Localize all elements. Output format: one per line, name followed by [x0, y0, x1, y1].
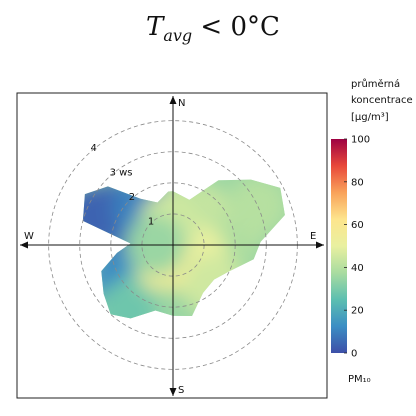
arrow-east	[316, 241, 324, 249]
colorbar-title-line-3: [μg/m³]	[351, 112, 389, 123]
colorbar-tick-label: 40	[351, 263, 364, 274]
arrow-south	[169, 388, 177, 396]
ring-label: 3 ws	[110, 168, 133, 179]
colorbar-title-line-2: koncentrace	[351, 95, 413, 106]
compass-east: E	[310, 231, 316, 242]
ring-labels: 1 2 3 ws 4	[90, 143, 154, 227]
colorbar-tick-label: 100	[351, 135, 370, 146]
surface-point	[97, 279, 158, 319]
chart-title-rest: < 0°C	[192, 12, 280, 42]
compass-west: W	[24, 231, 34, 242]
colorbar-tick-label: 20	[351, 306, 364, 317]
colorbar-tick-label: 60	[351, 220, 364, 231]
ring-label: 4	[90, 143, 96, 154]
colorbar-tick-label: 80	[351, 177, 364, 188]
chart-title-main: T	[146, 12, 165, 42]
surface-point	[82, 186, 124, 246]
ring-label: 2	[129, 192, 135, 203]
colorbar-title-line-1: průměrná	[351, 78, 400, 90]
colorbar-footer: PM₁₀	[348, 374, 371, 385]
chart-title-sub: avg	[163, 26, 192, 45]
colorbar-tick-label: 0	[351, 349, 357, 360]
compass-north: N	[178, 98, 185, 109]
arrow-west	[20, 241, 28, 249]
chart-title: Tavg < 0°C	[146, 12, 280, 45]
arrow-north	[169, 96, 177, 104]
concentration-surface	[82, 179, 285, 319]
colorbar: průměrná koncentrace [μg/m³] 0 20 40 60 80 10…	[331, 78, 413, 385]
colorbar-bar	[331, 139, 347, 353]
ring-label: 1	[148, 217, 154, 228]
colorbar-ticks: 0 20 40 60 80 100	[344, 135, 370, 360]
surface-point	[227, 179, 285, 236]
compass-south: S	[178, 385, 184, 396]
